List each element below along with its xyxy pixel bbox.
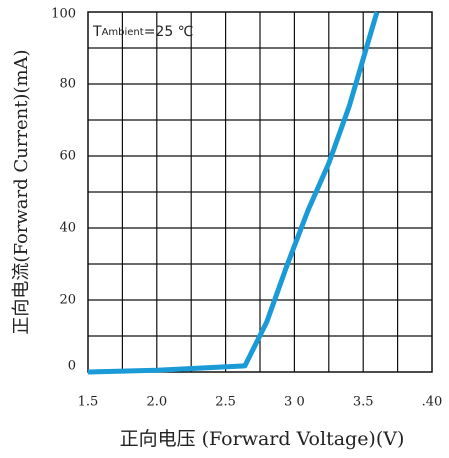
data-line: [87, 11, 380, 375]
plot-frame: [87, 11, 433, 373]
x-tick-label: 2.5: [215, 395, 236, 410]
x-tick-label: 2.0: [146, 395, 167, 410]
y-tick-label: 20: [59, 293, 76, 308]
y-tick-label: 100: [51, 7, 76, 22]
x-axis-label: 正向电压 (Forward Voltage)(V): [120, 428, 405, 450]
x-tick-label: 1.5: [78, 395, 99, 410]
y-tick-label: 40: [59, 221, 76, 236]
y-tick-label: 80: [59, 77, 76, 92]
y-axis-label: 正向电流(Forward Current)(mA): [11, 49, 32, 334]
annotation-part: T: [92, 24, 102, 40]
y-tick-label: 0: [68, 359, 76, 374]
y-tick-label: 60: [59, 149, 76, 164]
annotation-part: Ambient: [102, 27, 144, 38]
x-tick-label: 3 0: [284, 395, 305, 410]
annotation-part: =25 ℃: [144, 24, 194, 40]
x-tick-label: .40: [422, 395, 443, 410]
annotation: TAmbient=25 ℃: [92, 24, 193, 40]
x-tick-label: 3.5: [353, 395, 374, 410]
